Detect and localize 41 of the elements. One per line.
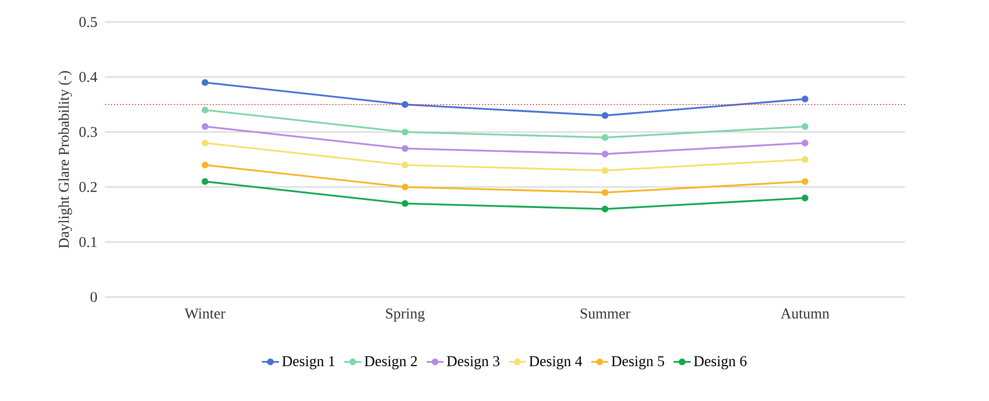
- point: [202, 79, 208, 86]
- x-tick-label: Spring: [386, 308, 425, 322]
- point: [202, 106, 208, 114]
- legend-label: Design 1: [282, 356, 334, 370]
- point: [402, 184, 408, 190]
- x-tick-label: Winter: [184, 308, 226, 319]
- point: [202, 178, 208, 185]
- legend-label: Design 4: [529, 356, 582, 370]
- point: [602, 150, 608, 158]
- y-axis-title: Daylight Glare Probability (-): [58, 71, 72, 248]
- point: [602, 112, 608, 119]
- point: [602, 189, 608, 196]
- y-tick-label: 0.1: [79, 236, 97, 248]
- point: [802, 96, 808, 102]
- y-tick-label: 0.5: [79, 16, 97, 28]
- point: [402, 145, 408, 152]
- point: [402, 162, 408, 168]
- legend-label: Design 2: [364, 356, 417, 370]
- y-tick-label: 0.2: [79, 182, 97, 192]
- y-tick-label: 0.4: [79, 72, 98, 82]
- legend-label: Design 5: [612, 356, 664, 370]
- point: [802, 140, 808, 146]
- point: [202, 123, 208, 130]
- point: [802, 178, 808, 185]
- x-tick-label: Autumn: [780, 308, 830, 319]
- point: [602, 167, 608, 174]
- point: [802, 156, 808, 163]
- point: [602, 134, 608, 141]
- point: [402, 128, 408, 136]
- legend-label: Design 6: [694, 356, 747, 370]
- point: [602, 206, 608, 212]
- point: [402, 200, 408, 207]
- point: [202, 162, 208, 168]
- point: [802, 194, 808, 202]
- y-tick-label: 0.3: [79, 126, 97, 138]
- y-tick-label: 0: [90, 292, 97, 302]
- legend-label: Design 3: [446, 356, 500, 370]
- point: [802, 123, 808, 130]
- x-tick-label: Summer: [580, 308, 630, 319]
- point: [202, 140, 208, 146]
- point: [402, 101, 408, 108]
